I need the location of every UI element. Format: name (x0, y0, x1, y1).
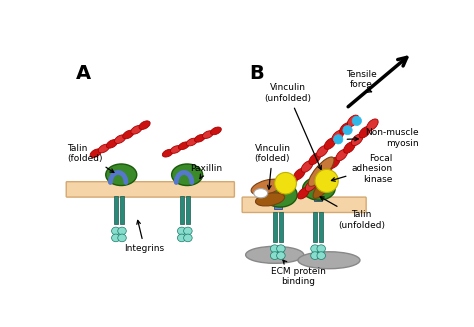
Ellipse shape (320, 165, 332, 176)
Bar (274, 198, 282, 209)
Ellipse shape (315, 169, 338, 193)
Ellipse shape (317, 245, 326, 252)
Ellipse shape (277, 245, 285, 252)
Bar (279, 212, 283, 242)
Ellipse shape (308, 157, 334, 186)
Ellipse shape (251, 179, 283, 195)
Ellipse shape (309, 153, 320, 164)
Text: ECM protein
binding: ECM protein binding (271, 260, 325, 286)
Ellipse shape (115, 135, 126, 144)
Ellipse shape (324, 138, 336, 149)
Ellipse shape (275, 172, 296, 194)
Ellipse shape (170, 146, 181, 153)
Bar (180, 196, 183, 224)
Ellipse shape (123, 130, 134, 139)
Ellipse shape (210, 127, 221, 135)
Circle shape (352, 116, 362, 126)
Ellipse shape (298, 252, 360, 269)
Ellipse shape (302, 177, 335, 200)
Ellipse shape (293, 168, 305, 180)
Text: Integrins: Integrins (125, 220, 164, 253)
Ellipse shape (118, 227, 126, 235)
Bar (120, 196, 124, 224)
Ellipse shape (255, 193, 284, 206)
Ellipse shape (172, 164, 202, 185)
Ellipse shape (339, 123, 351, 134)
Ellipse shape (139, 121, 150, 129)
Ellipse shape (301, 161, 313, 172)
Ellipse shape (328, 157, 340, 168)
Ellipse shape (183, 234, 192, 242)
Circle shape (343, 126, 352, 135)
Ellipse shape (194, 134, 205, 142)
Ellipse shape (317, 146, 328, 157)
Ellipse shape (111, 234, 120, 242)
Ellipse shape (186, 138, 197, 146)
Ellipse shape (313, 172, 325, 184)
Text: A: A (76, 64, 91, 83)
Ellipse shape (263, 182, 297, 207)
Bar (314, 198, 322, 201)
Ellipse shape (336, 149, 347, 161)
Ellipse shape (367, 119, 378, 130)
Text: Non-muscle
myosin: Non-muscle myosin (347, 128, 419, 147)
FancyBboxPatch shape (242, 197, 366, 213)
Ellipse shape (311, 252, 319, 259)
Ellipse shape (286, 176, 297, 187)
Bar (114, 196, 118, 224)
Text: Talin
(folded): Talin (folded) (67, 144, 114, 172)
Ellipse shape (311, 245, 319, 252)
Ellipse shape (254, 189, 268, 198)
Ellipse shape (317, 252, 326, 259)
Ellipse shape (344, 142, 355, 153)
Ellipse shape (98, 144, 109, 153)
Ellipse shape (118, 234, 126, 242)
Bar (273, 212, 277, 242)
Ellipse shape (177, 234, 186, 242)
Bar (186, 196, 190, 224)
Ellipse shape (278, 184, 290, 195)
Ellipse shape (90, 149, 101, 158)
Ellipse shape (347, 115, 359, 127)
Ellipse shape (183, 227, 192, 235)
Ellipse shape (332, 130, 344, 142)
Ellipse shape (277, 252, 285, 259)
Text: Vinculin
(unfolded): Vinculin (unfolded) (264, 83, 321, 169)
Text: Vinculin
(folded): Vinculin (folded) (255, 144, 291, 189)
Ellipse shape (351, 134, 363, 146)
Bar (313, 212, 317, 242)
Ellipse shape (177, 227, 186, 235)
Circle shape (334, 135, 343, 144)
Ellipse shape (106, 140, 118, 148)
Ellipse shape (313, 173, 336, 198)
Text: Talin
(unfolded): Talin (unfolded) (320, 197, 385, 230)
Ellipse shape (163, 149, 173, 157)
Ellipse shape (271, 252, 279, 259)
Text: Paxillin: Paxillin (190, 164, 222, 179)
Ellipse shape (106, 164, 137, 185)
Bar (319, 212, 323, 242)
Ellipse shape (271, 245, 279, 252)
Ellipse shape (305, 180, 317, 191)
Text: Tensile
force: Tensile force (346, 70, 377, 89)
Ellipse shape (202, 131, 213, 138)
FancyBboxPatch shape (66, 182, 235, 197)
Ellipse shape (111, 227, 120, 235)
Ellipse shape (246, 246, 304, 263)
Ellipse shape (298, 187, 309, 199)
Ellipse shape (359, 127, 371, 138)
Ellipse shape (131, 126, 142, 134)
Ellipse shape (178, 142, 189, 150)
Text: B: B (249, 64, 264, 83)
Text: Focal
adhesion
kinase: Focal adhesion kinase (331, 154, 392, 183)
